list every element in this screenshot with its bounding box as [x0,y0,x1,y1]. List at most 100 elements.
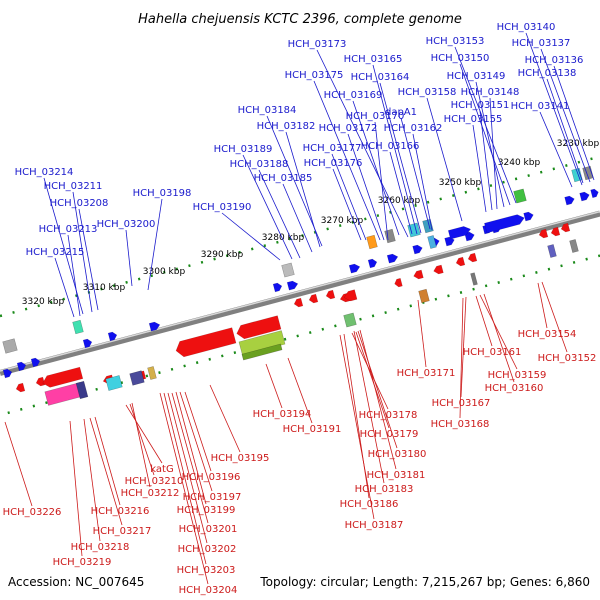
reverse-gene-label: HCH_03216 [91,506,150,517]
reverse-gene-leader [355,331,390,429]
forward-gene-leader [525,32,583,186]
forward-gene-label: HCH_03211 [44,181,103,192]
reverse-gene-arrow [413,269,424,280]
reverse-gene-label: HCH_03197 [183,492,242,503]
forward-gene-leader [374,121,389,241]
forward-gene-label: HCH_03215 [26,247,85,258]
reverse-gene-leader [459,297,464,419]
reverse-gene [538,228,549,239]
feature-box [513,188,527,204]
reverse-gene [560,222,571,233]
map-title: Hahella chejuensis KCTC 2396, complete g… [138,12,462,27]
forward-gene-leader [347,133,385,241]
forward-gene-label: HCH_03176 [304,158,363,169]
reverse-gene-leader [359,329,397,470]
forward-gene-arrow [484,214,525,234]
reverse-gene-leader [475,295,493,347]
forward-gene [564,195,575,206]
reverse-gene-arrow [343,289,358,302]
reverse-gene-arrow [236,315,282,340]
reverse-gene-leader [287,357,313,424]
reverse-gene-leader [537,282,548,329]
forward-gene-arrow [523,211,534,222]
forward-gene-leader [67,234,81,317]
forward-gene-arrow [348,263,361,274]
reverse-gene-leader [417,299,427,368]
forward-gene-arrow [82,338,93,349]
scale-label: 3260 kbp [378,196,421,206]
reverse-gene-leader [209,384,241,453]
forward-gene [447,226,472,240]
forward-gene [107,331,118,342]
reverse-gene-label: HCH_03203 [177,565,236,576]
forward-gene-arrow [148,321,161,332]
feature-box [384,228,396,244]
reverse-gene-label: HCH_03219 [53,557,112,568]
reverse-gene-leader [357,330,398,449]
reverse-gene-leader [175,391,207,505]
forward-gene-leader [331,153,367,241]
reverse-gene-leader [129,403,155,476]
forward-gene-leader [459,63,511,206]
forward-gene-leader [147,198,163,291]
forward-gene [286,280,299,291]
forward-gene-label: HCH_03214 [15,167,74,178]
forward-gene-arrow [367,258,378,269]
reverse-gene-arrow [293,297,304,308]
reverse-gene [433,264,444,275]
forward-gene-large [484,214,525,234]
reverse-gene-large [42,366,84,388]
reverse-gene [550,226,561,237]
reverse-gene-label: HCH_03159 [488,370,547,381]
reverse-gene-label: HCH_03204 [179,585,238,596]
forward-gene-arrow [107,331,118,342]
forward-gene-leader [54,257,75,318]
feature-box [384,228,396,244]
reverse-gene-leader [460,296,467,398]
reverse-gene-large [236,315,282,340]
reverse-gene-label: HCH_03167 [432,398,491,409]
reverse-gene-arrow [560,222,571,233]
feature-box [513,188,527,204]
forward-gene-label: HCH_03151 [451,100,510,111]
reverse-gene-label: HCH_03195 [211,453,270,464]
reverse-gene-leader [69,420,83,557]
forward-gene-leader [258,169,301,259]
feature-box [129,370,145,386]
forward-gene-leader [540,48,591,183]
forward-gene-leader [266,115,323,247]
forward-gene-label: HCH_03172 [319,123,378,134]
reverse-gene [455,256,466,267]
reverse-gene [394,277,403,288]
reverse-gene-leader [353,330,385,484]
forward-gene-label: HCH_03185 [254,173,313,184]
forward-gene-label: HCH_03184 [238,105,297,116]
reverse-gene-arrow [538,228,549,239]
forward-gene-leader [472,124,487,213]
forward-gene-arrow [444,236,455,247]
forward-gene-leader [316,49,409,238]
forward-gene-label: dapA1 [385,107,417,118]
forward-gene-leader [282,183,313,253]
forward-gene-label: HCH_03140 [497,22,556,33]
reverse-gene-leader [83,418,101,542]
accession-text: Accession: NC_007645 [8,575,144,589]
forward-gene [412,244,423,255]
reverse-gene-label: HCH_03152 [538,353,597,364]
forward-gene-label: HCH_03182 [257,121,316,132]
reverse-gene-label: HCH_03196 [182,472,241,483]
forward-gene [444,236,455,247]
forward-gene-leader [539,111,573,188]
forward-gene [348,263,361,274]
forward-gene-arrow [579,191,590,202]
forward-gene-leader [553,65,595,181]
forward-gene-label: HCH_03155 [444,114,503,125]
forward-gene-leader [332,168,362,241]
forward-gene-leader [352,100,400,236]
forward-gene-label: HCH_03169 [324,90,383,101]
feature-box [2,338,18,354]
reverse-gene-arrow [433,264,444,275]
forward-gene-label: HCH_03165 [344,54,403,65]
forward-gene-label: HCH_03177 [303,143,362,154]
